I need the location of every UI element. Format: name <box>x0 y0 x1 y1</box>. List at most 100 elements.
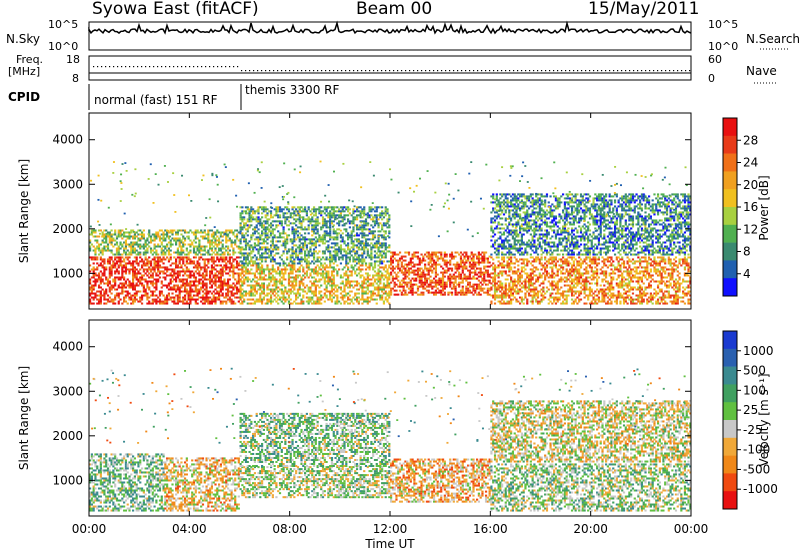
heatmap-cell <box>241 300 244 303</box>
heatmap-cell <box>146 282 149 285</box>
heatmap-cell <box>153 264 156 267</box>
heatmap-cell <box>106 300 110 303</box>
heatmap-cell <box>196 253 199 256</box>
heatmap-cell <box>241 248 244 251</box>
heatmap-cell <box>203 235 206 238</box>
heatmap-cell <box>158 245 162 248</box>
heatmap-cell <box>336 302 339 305</box>
heatmap-cell <box>101 260 104 263</box>
heatmap-cell <box>372 266 375 269</box>
heatmap-cell <box>234 302 237 305</box>
heatmap-cell <box>173 296 176 299</box>
heatmap-cell <box>382 278 386 281</box>
heatmap-cell <box>465 265 468 268</box>
heatmap-cell <box>293 258 296 261</box>
heatmap-cell <box>289 216 292 219</box>
heatmap-cell <box>123 284 126 287</box>
heatmap-cell <box>450 269 454 272</box>
heatmap-cell <box>257 222 260 225</box>
heatmap-cell <box>305 212 308 215</box>
heatmap-cell <box>386 210 389 213</box>
heatmap-cell <box>452 273 455 276</box>
heatmap-cell <box>178 290 181 293</box>
heatmap-cell <box>144 258 147 261</box>
heatmap-cell <box>262 206 265 209</box>
heatmap-cell <box>352 268 355 271</box>
heatmap-cell <box>402 279 405 282</box>
heatmap-cell <box>252 298 255 301</box>
heatmap-cell <box>366 212 369 215</box>
heatmap-cell <box>286 238 289 241</box>
heatmap-cell <box>144 249 147 252</box>
heatmap-cell <box>158 300 162 303</box>
heatmap-cell <box>282 276 285 279</box>
heatmap-cell <box>465 251 468 254</box>
heatmap-cell <box>230 300 233 303</box>
heatmap-cell <box>316 296 319 299</box>
heatmap-cell <box>178 229 181 232</box>
heatmap-cell <box>250 292 253 295</box>
heatmap-cell <box>160 292 163 295</box>
heatmap-cell <box>348 260 351 263</box>
heatmap-cell <box>504 270 507 273</box>
heatmap-cell <box>304 226 307 229</box>
heatmap-cell <box>409 279 412 282</box>
heatmap-cell <box>275 208 278 211</box>
heatmap-cell <box>355 274 359 277</box>
heatmap-cell <box>320 264 323 267</box>
heatmap-cell <box>169 288 172 291</box>
heatmap-cell <box>178 298 181 301</box>
heatmap-cell <box>404 267 407 270</box>
heatmap-cell <box>194 235 197 238</box>
heatmap-cell <box>160 280 163 283</box>
heatmap-cell <box>295 280 298 283</box>
heatmap-cell <box>266 288 269 291</box>
heatmap-cell <box>203 260 206 263</box>
heatmap-cell <box>330 222 334 225</box>
heatmap-cell <box>175 290 178 293</box>
heatmap-cell <box>214 280 217 283</box>
heatmap-cell <box>316 252 319 255</box>
heatmap-cell <box>289 268 292 271</box>
heatmap-cell <box>198 251 201 254</box>
heatmap-cell <box>278 208 282 211</box>
heatmap-cell <box>99 296 102 299</box>
heatmap-cell <box>169 249 172 252</box>
heatmap-cell <box>187 253 190 256</box>
heatmap-cell <box>316 264 319 267</box>
heatmap-cell <box>180 256 183 259</box>
heatmap-cell <box>261 256 264 259</box>
heatmap-cell <box>388 302 391 305</box>
heatmap-cell <box>348 270 351 273</box>
heatmap-cell <box>114 258 117 261</box>
heatmap-cell <box>140 274 144 277</box>
heatmap-cell <box>241 302 244 305</box>
heatmap-cell <box>363 276 366 279</box>
heatmap-cell <box>450 291 454 294</box>
heatmap-cell <box>92 258 95 261</box>
heatmap-cell <box>431 271 434 274</box>
heatmap-cell <box>501 284 504 287</box>
heatmap-cell <box>187 282 190 285</box>
heatmap-cell <box>92 245 95 248</box>
heatmap-cell <box>296 292 300 295</box>
heatmap-cell <box>155 278 158 281</box>
heatmap-cell <box>388 294 391 297</box>
heatmap-cell <box>117 247 120 250</box>
heatmap-cell <box>248 284 251 287</box>
heatmap-cell <box>139 245 142 248</box>
heatmap-cell <box>486 257 489 260</box>
heatmap-cell <box>522 302 525 305</box>
heatmap-cell <box>228 268 231 271</box>
heatmap-cell <box>90 258 93 261</box>
heatmap-cell <box>275 272 278 275</box>
heatmap-cell <box>155 253 158 256</box>
heatmap-cell <box>148 266 151 269</box>
heatmap-cell <box>354 284 357 287</box>
heatmap-cell <box>192 262 196 265</box>
heatmap-cell <box>92 231 95 234</box>
heatmap-cell <box>253 210 257 213</box>
heatmap-cell <box>133 256 136 259</box>
heatmap-cell <box>339 282 343 285</box>
heatmap-cell <box>128 235 131 238</box>
